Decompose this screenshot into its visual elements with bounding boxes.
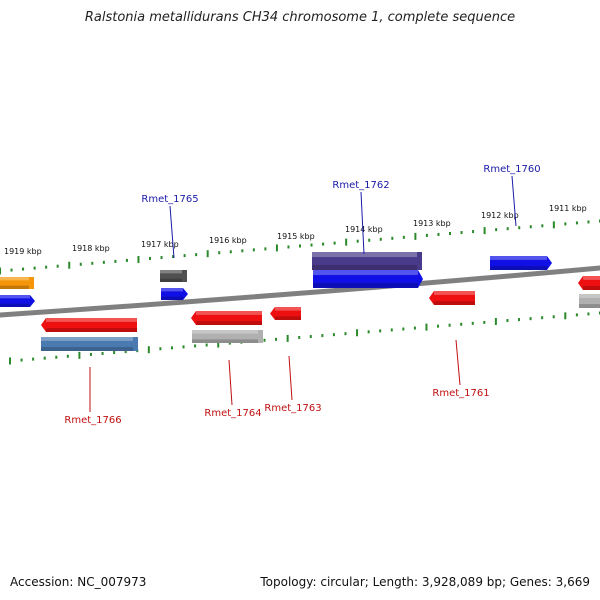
gene-label-rmet-1765[interactable]: Rmet_1765: [141, 194, 199, 259]
gene-feature-blue-1[interactable]: [0, 295, 35, 307]
gene-feature-blue-2[interactable]: [161, 288, 188, 300]
kbp-label: 1916 kbp: [209, 236, 247, 245]
gene-feature-red-1[interactable]: [41, 318, 137, 332]
gene-feature-blue-3[interactable]: [313, 270, 423, 288]
leader-line: [169, 205, 175, 259]
leader-line: [288, 355, 293, 401]
gene-label-rmet-1761[interactable]: Rmet_1761: [432, 339, 490, 399]
kbp-label: 1915 kbp: [277, 232, 315, 241]
map-title: Ralstonia metallidurans CH34 chromosome …: [84, 10, 516, 25]
kbp-label: 1913 kbp: [413, 219, 451, 228]
gene-feature-red-4[interactable]: [429, 291, 475, 305]
gene-label-rmet-1760[interactable]: Rmet_1760: [483, 164, 541, 227]
leader-line: [228, 359, 233, 406]
gene-features: [0, 252, 600, 351]
accession-text: Accession: NC_007973: [10, 575, 147, 589]
kbp-labels: 1919 kbp 1918 kbp 1917 kbp 1916 kbp 1915 kbp…: [4, 204, 587, 256]
leader-line: [511, 175, 517, 227]
gene-label-text: Rmet_1762: [332, 180, 389, 191]
gene-feature-steelblue[interactable]: [41, 337, 138, 351]
gene-feature-darkgray[interactable]: [160, 270, 187, 282]
gene-label-text: Rmet_1761: [432, 388, 489, 399]
chromosome-backbone: [0, 265, 600, 318]
kbp-label: 1918 kbp: [72, 244, 110, 253]
gene-feature-blue-4[interactable]: [490, 256, 552, 270]
gene-feature-lightgray-2[interactable]: [579, 294, 600, 308]
gene-label-rmet-1766[interactable]: Rmet_1766: [64, 367, 122, 426]
gene-feature-purple[interactable]: [312, 252, 422, 270]
gene-feature-red-2[interactable]: [191, 311, 262, 325]
gene-label-text: Rmet_1766: [64, 415, 121, 426]
forward-scale-ticks: [0, 219, 600, 275]
gene-label-rmet-1763[interactable]: Rmet_1763: [264, 355, 322, 414]
kbp-label: 1914 kbp: [345, 225, 383, 234]
gene-feature-orange[interactable]: [0, 277, 34, 289]
gene-label-text: Rmet_1760: [483, 164, 540, 175]
genome-summary-text: Topology: circular; Length: 3,928,089 bp…: [260, 575, 590, 589]
kbp-label: 1917 kbp: [141, 240, 179, 249]
kbp-label: 1919 kbp: [4, 247, 42, 256]
kbp-label: 1912 kbp: [481, 211, 519, 220]
leader-line: [360, 191, 365, 255]
gene-feature-red-5[interactable]: [578, 276, 600, 290]
gene-label-rmet-1762[interactable]: Rmet_1762: [332, 180, 390, 255]
gene-label-rmet-1764[interactable]: Rmet_1764: [204, 359, 262, 419]
kbp-label: 1911 kbp: [549, 204, 587, 213]
gene-label-text: Rmet_1764: [204, 408, 261, 419]
leader-line: [455, 339, 461, 386]
gene-labels: Rmet_1765 Rmet_1762 Rmet_1760 Rmet_1766 Rmet…: [64, 164, 540, 426]
gene-feature-red-3[interactable]: [270, 307, 301, 320]
gene-feature-lightgray-1[interactable]: [192, 330, 263, 343]
gene-label-text: Rmet_1765: [141, 194, 198, 205]
gene-label-text: Rmet_1763: [264, 403, 321, 414]
